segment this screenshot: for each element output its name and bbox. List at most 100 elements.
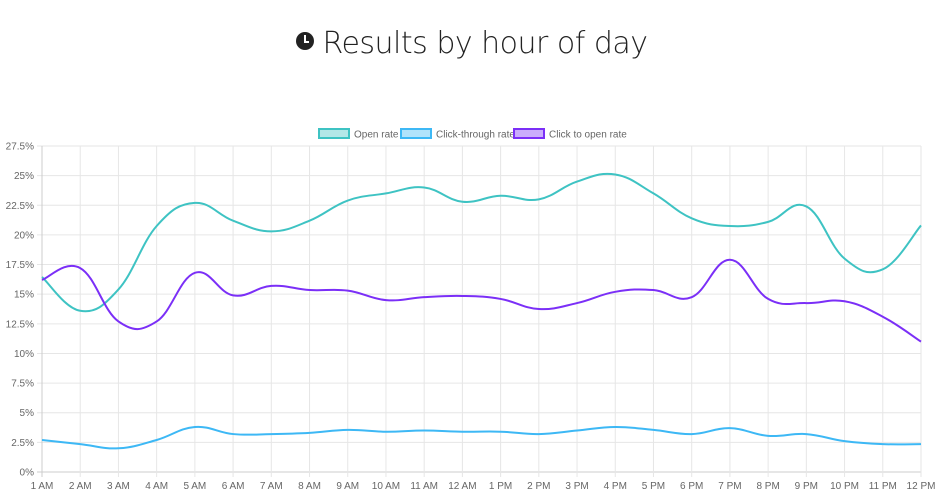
data-point xyxy=(881,267,885,271)
data-point xyxy=(308,219,312,223)
data-point xyxy=(690,295,694,299)
data-point xyxy=(499,297,503,301)
data-point xyxy=(804,432,808,436)
clock-icon xyxy=(296,32,315,50)
x-tick-label: 11 PM xyxy=(869,481,897,492)
data-point xyxy=(613,425,617,429)
data-point xyxy=(269,229,273,233)
data-point xyxy=(193,425,197,429)
data-point xyxy=(460,294,464,298)
data-point xyxy=(575,301,579,305)
data-point xyxy=(269,284,273,288)
y-tick-label: 17.5% xyxy=(6,260,34,271)
data-point xyxy=(40,438,44,442)
data-point xyxy=(422,429,426,433)
data-point xyxy=(804,204,808,208)
data-point xyxy=(843,257,847,261)
x-tick-label: 9 PM xyxy=(795,481,818,492)
data-point xyxy=(919,340,923,344)
x-tick-label: 8 AM xyxy=(298,481,321,492)
x-tick-label: 11 AM xyxy=(410,481,438,492)
series-line-open-rate xyxy=(41,172,922,313)
data-point xyxy=(231,293,235,297)
data-point xyxy=(537,432,541,436)
x-tick-label: 6 AM xyxy=(222,481,245,492)
x-tick-label: 1 PM xyxy=(489,481,512,492)
data-point xyxy=(728,224,732,228)
data-point xyxy=(881,315,885,319)
data-point xyxy=(881,442,885,446)
data-point xyxy=(651,288,655,292)
data-point xyxy=(116,319,120,323)
x-tick-label: 4 AM xyxy=(145,481,168,492)
data-point xyxy=(346,199,350,203)
x-tick-label: 8 PM xyxy=(756,481,779,492)
data-point xyxy=(384,191,388,195)
data-point xyxy=(78,309,82,313)
data-point xyxy=(308,288,312,292)
x-tick-label: 3 PM xyxy=(565,481,588,492)
data-point xyxy=(193,201,197,205)
y-tick-label: 20% xyxy=(14,230,34,241)
y-tick-label: 25% xyxy=(14,171,34,182)
data-point xyxy=(422,295,426,299)
data-point xyxy=(460,430,464,434)
data-point xyxy=(78,442,82,446)
data-point xyxy=(155,438,159,442)
data-point xyxy=(537,197,541,201)
data-point xyxy=(804,301,808,305)
x-tick-label: 1 AM xyxy=(31,481,54,492)
x-tick-label: 10 AM xyxy=(372,481,400,492)
x-tick-label: 12 PM xyxy=(907,481,936,492)
legend-swatch xyxy=(400,128,432,139)
data-point xyxy=(231,432,235,436)
x-tick-label: 7 PM xyxy=(718,481,741,492)
data-point xyxy=(690,432,694,436)
data-point xyxy=(269,432,273,436)
x-tick-label: 7 AM xyxy=(260,481,283,492)
data-point xyxy=(499,194,503,198)
data-point xyxy=(575,429,579,433)
series-line-click-to-open-rate xyxy=(41,258,922,343)
data-point xyxy=(384,430,388,434)
y-tick-label: 27.5% xyxy=(6,142,34,153)
y-tick-label: 15% xyxy=(14,290,34,301)
data-point xyxy=(40,278,44,282)
x-tick-label: 5 PM xyxy=(642,481,665,492)
x-tick-label: 2 PM xyxy=(527,481,550,492)
data-point xyxy=(766,434,770,438)
data-point xyxy=(766,297,770,301)
data-point xyxy=(460,200,464,204)
x-tick-label: 6 PM xyxy=(680,481,703,492)
data-point xyxy=(651,191,655,195)
data-point xyxy=(308,431,312,435)
data-point xyxy=(843,299,847,303)
data-point xyxy=(78,266,82,270)
data-point xyxy=(537,307,541,311)
data-point xyxy=(346,428,350,432)
x-tick-label: 10 PM xyxy=(830,481,859,492)
data-point xyxy=(116,287,120,291)
x-tick-label: 4 PM xyxy=(604,481,627,492)
x-tick-label: 5 AM xyxy=(183,481,206,492)
y-tick-label: 12.5% xyxy=(6,319,34,330)
legend-swatch xyxy=(318,128,350,139)
data-point xyxy=(690,216,694,220)
page-title: Results by hour of day xyxy=(0,26,944,61)
data-point xyxy=(728,258,732,262)
y-tick-label: 7.5% xyxy=(11,379,34,390)
data-point xyxy=(422,185,426,189)
data-point xyxy=(346,289,350,293)
y-tick-label: 0% xyxy=(20,468,35,479)
data-point xyxy=(231,219,235,223)
title-text: Results by hour of day xyxy=(322,26,648,61)
y-tick-label: 5% xyxy=(20,408,35,419)
legend-label: Click-through rate xyxy=(436,130,515,141)
data-point xyxy=(155,224,159,228)
x-tick-label: 3 AM xyxy=(107,481,130,492)
x-tick-label: 2 AM xyxy=(69,481,92,492)
data-point xyxy=(613,172,617,176)
legend-label: Click to open rate xyxy=(549,130,627,141)
data-point xyxy=(155,319,159,323)
